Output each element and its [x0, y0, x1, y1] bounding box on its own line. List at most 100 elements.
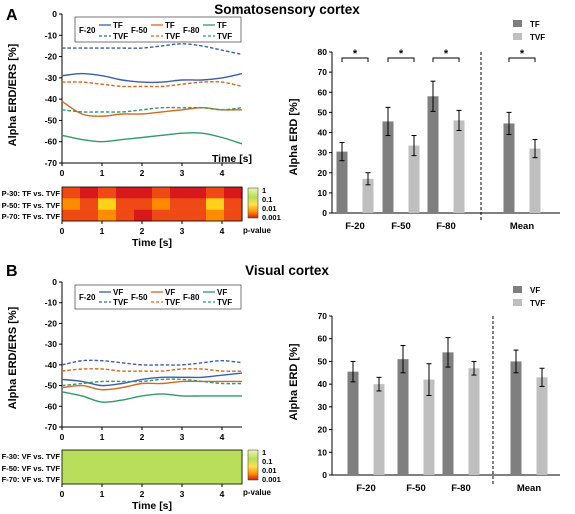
heatmap-a: P-30: TF vs. TVF P-50: TF vs. TVF P-70: …: [2, 186, 281, 249]
heatmap-b-cbar-label: p-value: [243, 488, 272, 497]
heatmap-a-cells: [62, 187, 243, 222]
bar-chart-b-bars: [347, 337, 548, 475]
y-tick-label: -20: [45, 52, 58, 62]
y-tick-label: -60: [45, 401, 58, 411]
heatmap-cell: [152, 198, 171, 210]
panel-b: B Visual cortex Alpha ERD/ERS [%] 0 -10 -2…: [2, 263, 560, 512]
panel-b-letter: B: [6, 263, 18, 280]
y-tick-label: -70: [45, 158, 58, 168]
heatmap-cell: [134, 450, 153, 462]
series-line-f-80-tvf: [61, 106, 243, 113]
heatmap-cell: [80, 198, 99, 210]
legend-f80-solid-label: VF: [217, 288, 227, 297]
y-tick-label: -30: [45, 73, 58, 83]
heatmap-b-cbar-tick-2: 0.1: [262, 457, 272, 466]
legend-f50-dashed-label: TVF: [165, 298, 180, 307]
series-line-f-80-tf: [61, 132, 243, 145]
heatmap-a-cbar-tick-3: 0.01: [262, 204, 277, 213]
category-label-f-80: F-80: [451, 483, 471, 494]
heatmap-cell: [62, 461, 81, 473]
significance-star: *: [353, 48, 358, 60]
heatmap-cell: [98, 209, 117, 222]
series-line-f-50-tvf: [61, 81, 243, 88]
series-line-f-20-tvf: [62, 43, 243, 56]
category-label-mean: Mean: [510, 221, 534, 232]
heatmap-b-row-2: F-50: VF vs. TVF: [2, 464, 61, 473]
line-chart-a-ylabel: Alpha ERD/ERS [%]: [7, 43, 19, 146]
x-tick-label: 0: [60, 432, 65, 442]
heatmap-cell: [170, 209, 189, 222]
heatmap-cell: [170, 198, 189, 210]
series-line-f-20-tvf: [61, 359, 243, 366]
category-label-f-20: F-20: [345, 221, 365, 232]
bar-chart-a-yticks: 0 10 20 30 40 50 60 70 80: [318, 47, 332, 218]
heatmap-b-xticks: 0 1 2 3 4: [60, 484, 225, 499]
bar-vf-f-80: [442, 352, 454, 475]
bar-tvf-f-20: [373, 384, 385, 475]
y-tick-label: -20: [45, 318, 58, 328]
heatmap-cell: [134, 472, 153, 485]
heatmap-cell: [62, 472, 81, 485]
heatmap-cell: [62, 198, 81, 210]
y-tick-label: 30: [318, 148, 328, 158]
heatmap-a-xlabel: Time [s]: [132, 237, 172, 249]
y-tick-label: 70: [318, 311, 328, 321]
bar-tvf-mean: [536, 377, 548, 475]
x-tick-label: 3: [180, 432, 185, 442]
heatmap-b-row-3: F-70: VF vs. TVF: [2, 475, 61, 484]
legend-f80-dashed-label: TVF: [217, 32, 232, 41]
line-chart-a-legend: F-20 TF TVF F-50 TF TVF F-80 TF TVF: [74, 16, 242, 43]
legend-group-f80: F-80: [183, 293, 200, 302]
heatmap-cell: [224, 198, 243, 210]
heatmap-cell: [98, 187, 117, 199]
bar-tvf-f-50: [408, 145, 420, 213]
heatmap-a-colorbar: [247, 187, 259, 219]
heatmap-cell: [224, 450, 243, 462]
heatmap-b-xlabel: Time [s]: [132, 500, 172, 512]
bar-chart-a-legend: TF TVF: [513, 20, 545, 42]
heatmap-b-cbar-tick-3: 0.01: [262, 466, 277, 475]
line-chart-b-legend: F-20 VF TVF F-50 VF TVF F-80 VF TVF: [74, 284, 242, 310]
series-line-f-20-vf: [61, 372, 243, 387]
heatmap-cell: [152, 450, 171, 462]
bar-chart-a-ylabel: Alpha ERD [%]: [288, 98, 300, 175]
heatmap-cell: [206, 187, 225, 199]
significance-bracket: [432, 57, 460, 62]
bar-tvf-f-50: [423, 379, 435, 475]
x-tick-label: 1: [100, 432, 105, 442]
heatmap-cell: [80, 209, 99, 222]
heatmap-cell: [62, 209, 81, 222]
heatmap-cell: [80, 450, 99, 462]
line-chart-b-yticks: 0 -10 -20 -30 -40 -50 -60 -70: [45, 277, 62, 432]
heatmap-cell: [188, 198, 207, 210]
heatmap-cell: [152, 472, 171, 485]
y-tick-label: -60: [45, 137, 58, 147]
heatmap-cell: [134, 209, 153, 222]
heatmap-cell: [80, 461, 99, 473]
x-tick-label: 0: [60, 226, 65, 236]
category-label-f-80: F-80: [436, 221, 456, 232]
panel-b-title: Visual cortex: [245, 263, 329, 278]
y-tick-label: 50: [318, 356, 328, 366]
legend-tvf-swatch: [513, 299, 522, 306]
x-tick-label: 3: [180, 168, 185, 178]
heatmap-a-row-2: P-50: TF vs. TVF: [2, 201, 61, 210]
heatmap-cell: [206, 198, 225, 210]
legend-group-f50: F-50: [131, 293, 148, 302]
y-tick-label: 60: [318, 334, 328, 344]
y-tick-label: -50: [45, 381, 58, 391]
y-tick-label: 60: [318, 87, 328, 97]
x-tick-label: 3: [180, 489, 185, 499]
x-tick-label: 4: [220, 489, 225, 499]
y-tick-label: -50: [45, 115, 58, 125]
heatmap-cell: [152, 461, 171, 473]
heatmap-cell: [188, 472, 207, 485]
legend-tf-label: TF: [530, 20, 540, 29]
x-tick-label: 2: [140, 168, 145, 178]
bar-tf-f-80: [427, 96, 439, 213]
y-tick-label: -10: [45, 298, 58, 308]
bar-tvf-f-80: [468, 368, 480, 475]
x-tick-label: 4: [220, 226, 225, 236]
y-tick-label: 40: [318, 379, 328, 389]
y-tick-label: 0: [322, 470, 327, 480]
